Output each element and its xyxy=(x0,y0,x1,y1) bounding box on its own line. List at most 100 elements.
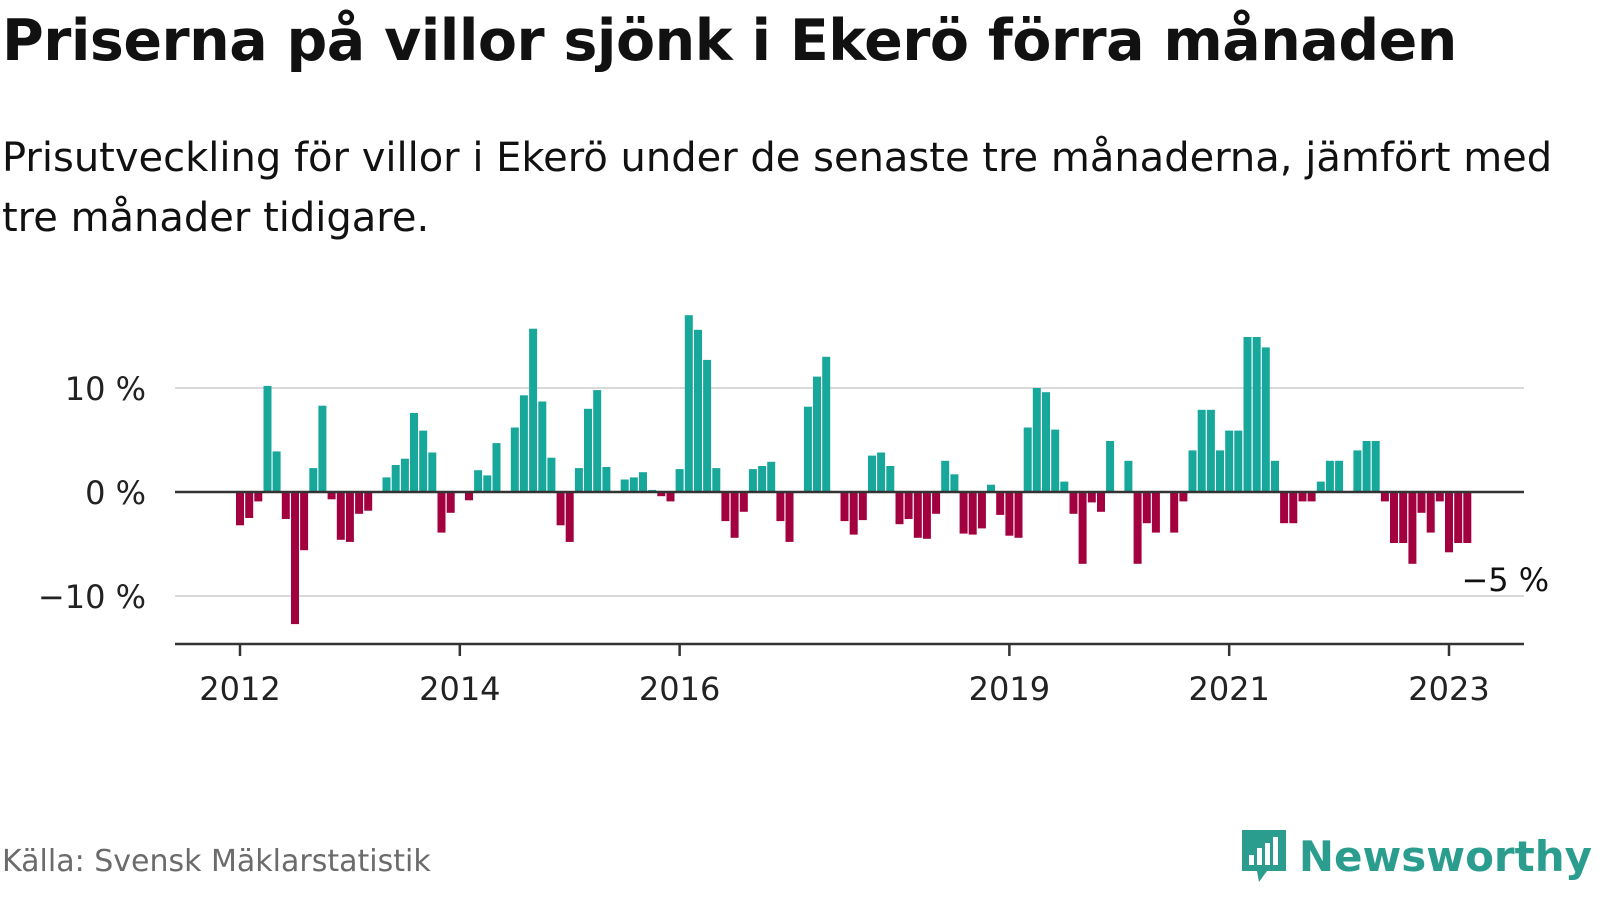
bar xyxy=(272,451,281,492)
x-tick-label: 2014 xyxy=(419,670,500,708)
bar xyxy=(666,492,675,502)
x-tick-label: 2019 xyxy=(969,670,1050,708)
bar xyxy=(519,395,528,492)
bar xyxy=(886,466,895,492)
bar xyxy=(1426,492,1435,533)
bar xyxy=(510,427,519,492)
newsworthy-logo-icon xyxy=(1241,830,1286,882)
x-tick-label: 2016 xyxy=(639,670,720,708)
bar xyxy=(281,492,290,519)
bar xyxy=(950,474,959,492)
bar xyxy=(529,328,538,492)
bar xyxy=(318,405,327,492)
bar xyxy=(813,376,821,492)
x-tick-label: 2023 xyxy=(1408,670,1489,708)
bar xyxy=(1353,450,1362,492)
brand-name: Newsworthy xyxy=(1298,831,1592,881)
bar xyxy=(968,492,977,535)
x-tick-label: 2021 xyxy=(1188,670,1269,708)
bar xyxy=(602,467,611,492)
bar xyxy=(1133,492,1142,564)
bar xyxy=(1206,409,1215,492)
bar xyxy=(1289,492,1298,524)
bar xyxy=(556,492,565,526)
bar xyxy=(446,492,455,513)
bar xyxy=(748,469,757,492)
bar xyxy=(1069,492,1078,514)
bar xyxy=(291,492,299,625)
bar xyxy=(904,492,913,519)
bar xyxy=(730,492,739,538)
bar xyxy=(1298,492,1307,502)
bar xyxy=(483,475,492,492)
bar xyxy=(474,470,483,492)
bar xyxy=(1051,429,1060,492)
bar xyxy=(391,465,400,492)
x-tick-label: 2012 xyxy=(199,670,280,708)
bar xyxy=(849,492,858,535)
bar xyxy=(1042,392,1050,492)
bar xyxy=(996,492,1005,515)
bar xyxy=(437,492,446,533)
bar xyxy=(1408,492,1417,564)
bar xyxy=(465,492,473,501)
bar xyxy=(712,468,721,492)
bar xyxy=(822,356,831,492)
bar xyxy=(1014,492,1023,538)
bar xyxy=(419,430,428,492)
bar xyxy=(629,477,638,492)
bar xyxy=(1124,460,1133,492)
bar xyxy=(913,492,922,538)
bar xyxy=(236,492,244,526)
bar xyxy=(1234,430,1243,492)
last-value-label: −5 % xyxy=(1461,561,1549,599)
bar xyxy=(1216,450,1224,492)
chart-subtitle: Prisutveckling för villor i Ekerö under … xyxy=(2,135,1553,241)
y-tick-label: −10 % xyxy=(38,578,146,616)
bar xyxy=(1252,337,1261,492)
bar xyxy=(1243,337,1252,492)
bar xyxy=(776,492,785,522)
bar xyxy=(309,468,318,492)
bar xyxy=(547,457,556,492)
bars xyxy=(236,315,1472,625)
bar xyxy=(382,477,391,492)
bar xyxy=(675,469,684,492)
bar xyxy=(1399,492,1408,543)
bar xyxy=(1316,481,1325,492)
bar xyxy=(1005,492,1014,536)
bar xyxy=(1380,492,1389,502)
bar xyxy=(364,492,373,511)
bar xyxy=(1371,441,1380,492)
bar xyxy=(1142,492,1151,524)
bar xyxy=(355,492,364,514)
bar xyxy=(703,359,712,492)
bar xyxy=(932,492,941,514)
bar xyxy=(1335,460,1344,492)
bar xyxy=(1078,492,1087,564)
brand[interactable]: Newsworthy xyxy=(1239,826,1592,886)
bar xyxy=(400,458,409,492)
bar xyxy=(1087,492,1096,503)
bar xyxy=(1179,492,1188,502)
bar xyxy=(574,468,583,492)
bar xyxy=(1417,492,1426,513)
bar xyxy=(721,492,730,522)
bar xyxy=(1032,388,1041,492)
bar xyxy=(1060,481,1069,492)
bar xyxy=(584,408,592,492)
bar xyxy=(593,390,602,492)
bar xyxy=(1170,492,1179,533)
bar xyxy=(977,492,986,529)
bar xyxy=(1271,460,1279,492)
bar xyxy=(245,492,254,518)
gridlines xyxy=(175,387,1524,597)
bar xyxy=(565,492,574,542)
bar xyxy=(858,492,867,521)
bar xyxy=(1197,409,1206,492)
bar xyxy=(1188,450,1197,492)
bar xyxy=(840,492,849,522)
bar xyxy=(410,413,418,492)
bar xyxy=(1106,441,1115,492)
